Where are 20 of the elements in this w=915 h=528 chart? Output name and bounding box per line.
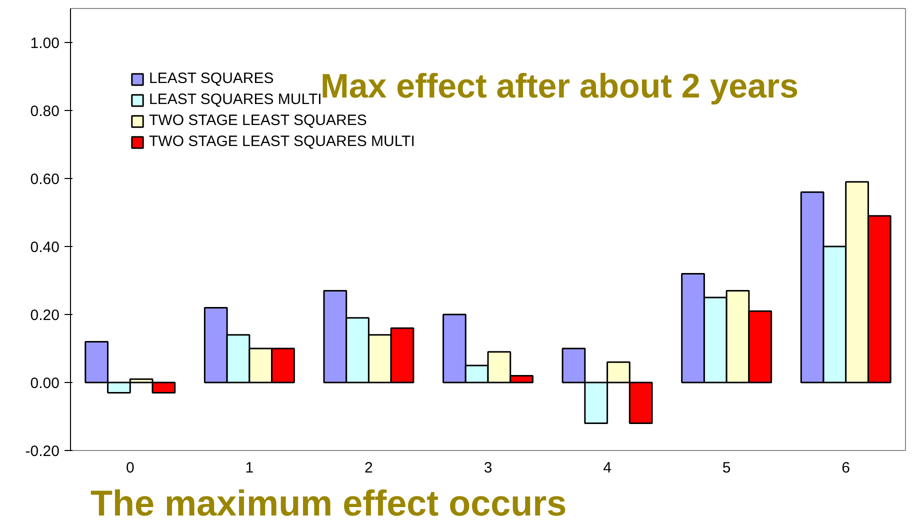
annotation: Max effect after about 2 years xyxy=(320,68,799,106)
y-tick-label: 0.00 xyxy=(30,375,60,392)
x-tick-label: 5 xyxy=(722,460,731,476)
legend-label: TWO STAGE LEAST SQUARES xyxy=(149,112,367,129)
y-tick-label: 0.20 xyxy=(30,307,60,324)
x-tick-label: 0 xyxy=(126,460,134,476)
y-tick-label: -0.20 xyxy=(25,443,60,460)
legend-label: LEAST SQUARES MULTI xyxy=(149,91,322,108)
text: The maximum effect occurs xyxy=(90,482,567,524)
legend-label: LEAST SQUARES xyxy=(149,70,274,87)
x-tick-label: 4 xyxy=(603,460,612,476)
y-tick-label: 1.00 xyxy=(30,35,60,52)
y-tick-label: 0.40 xyxy=(30,239,60,256)
x-tick-label: 3 xyxy=(484,460,492,476)
x-tick-label: 1 xyxy=(245,460,254,476)
y-tick-label: 0.80 xyxy=(30,103,60,120)
x-tick-label: 6 xyxy=(842,460,850,476)
legend-label: TWO STAGE LEAST SQUARES MULTI xyxy=(149,133,415,150)
x-tick-label: 2 xyxy=(364,460,373,476)
y-tick-label: 0.60 xyxy=(30,171,60,188)
